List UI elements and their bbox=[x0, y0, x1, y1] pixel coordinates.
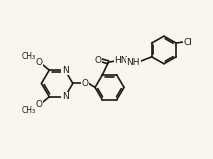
Text: CH₃: CH₃ bbox=[21, 106, 35, 115]
Text: CH₃: CH₃ bbox=[21, 52, 35, 61]
Text: O: O bbox=[94, 56, 101, 65]
Text: N: N bbox=[62, 66, 69, 75]
Text: O: O bbox=[35, 100, 42, 109]
Text: HN: HN bbox=[114, 56, 128, 65]
Text: O: O bbox=[35, 58, 42, 67]
Text: NH: NH bbox=[127, 58, 140, 67]
Text: N: N bbox=[62, 92, 69, 101]
Text: O: O bbox=[82, 79, 89, 88]
Text: Cl: Cl bbox=[183, 38, 192, 47]
